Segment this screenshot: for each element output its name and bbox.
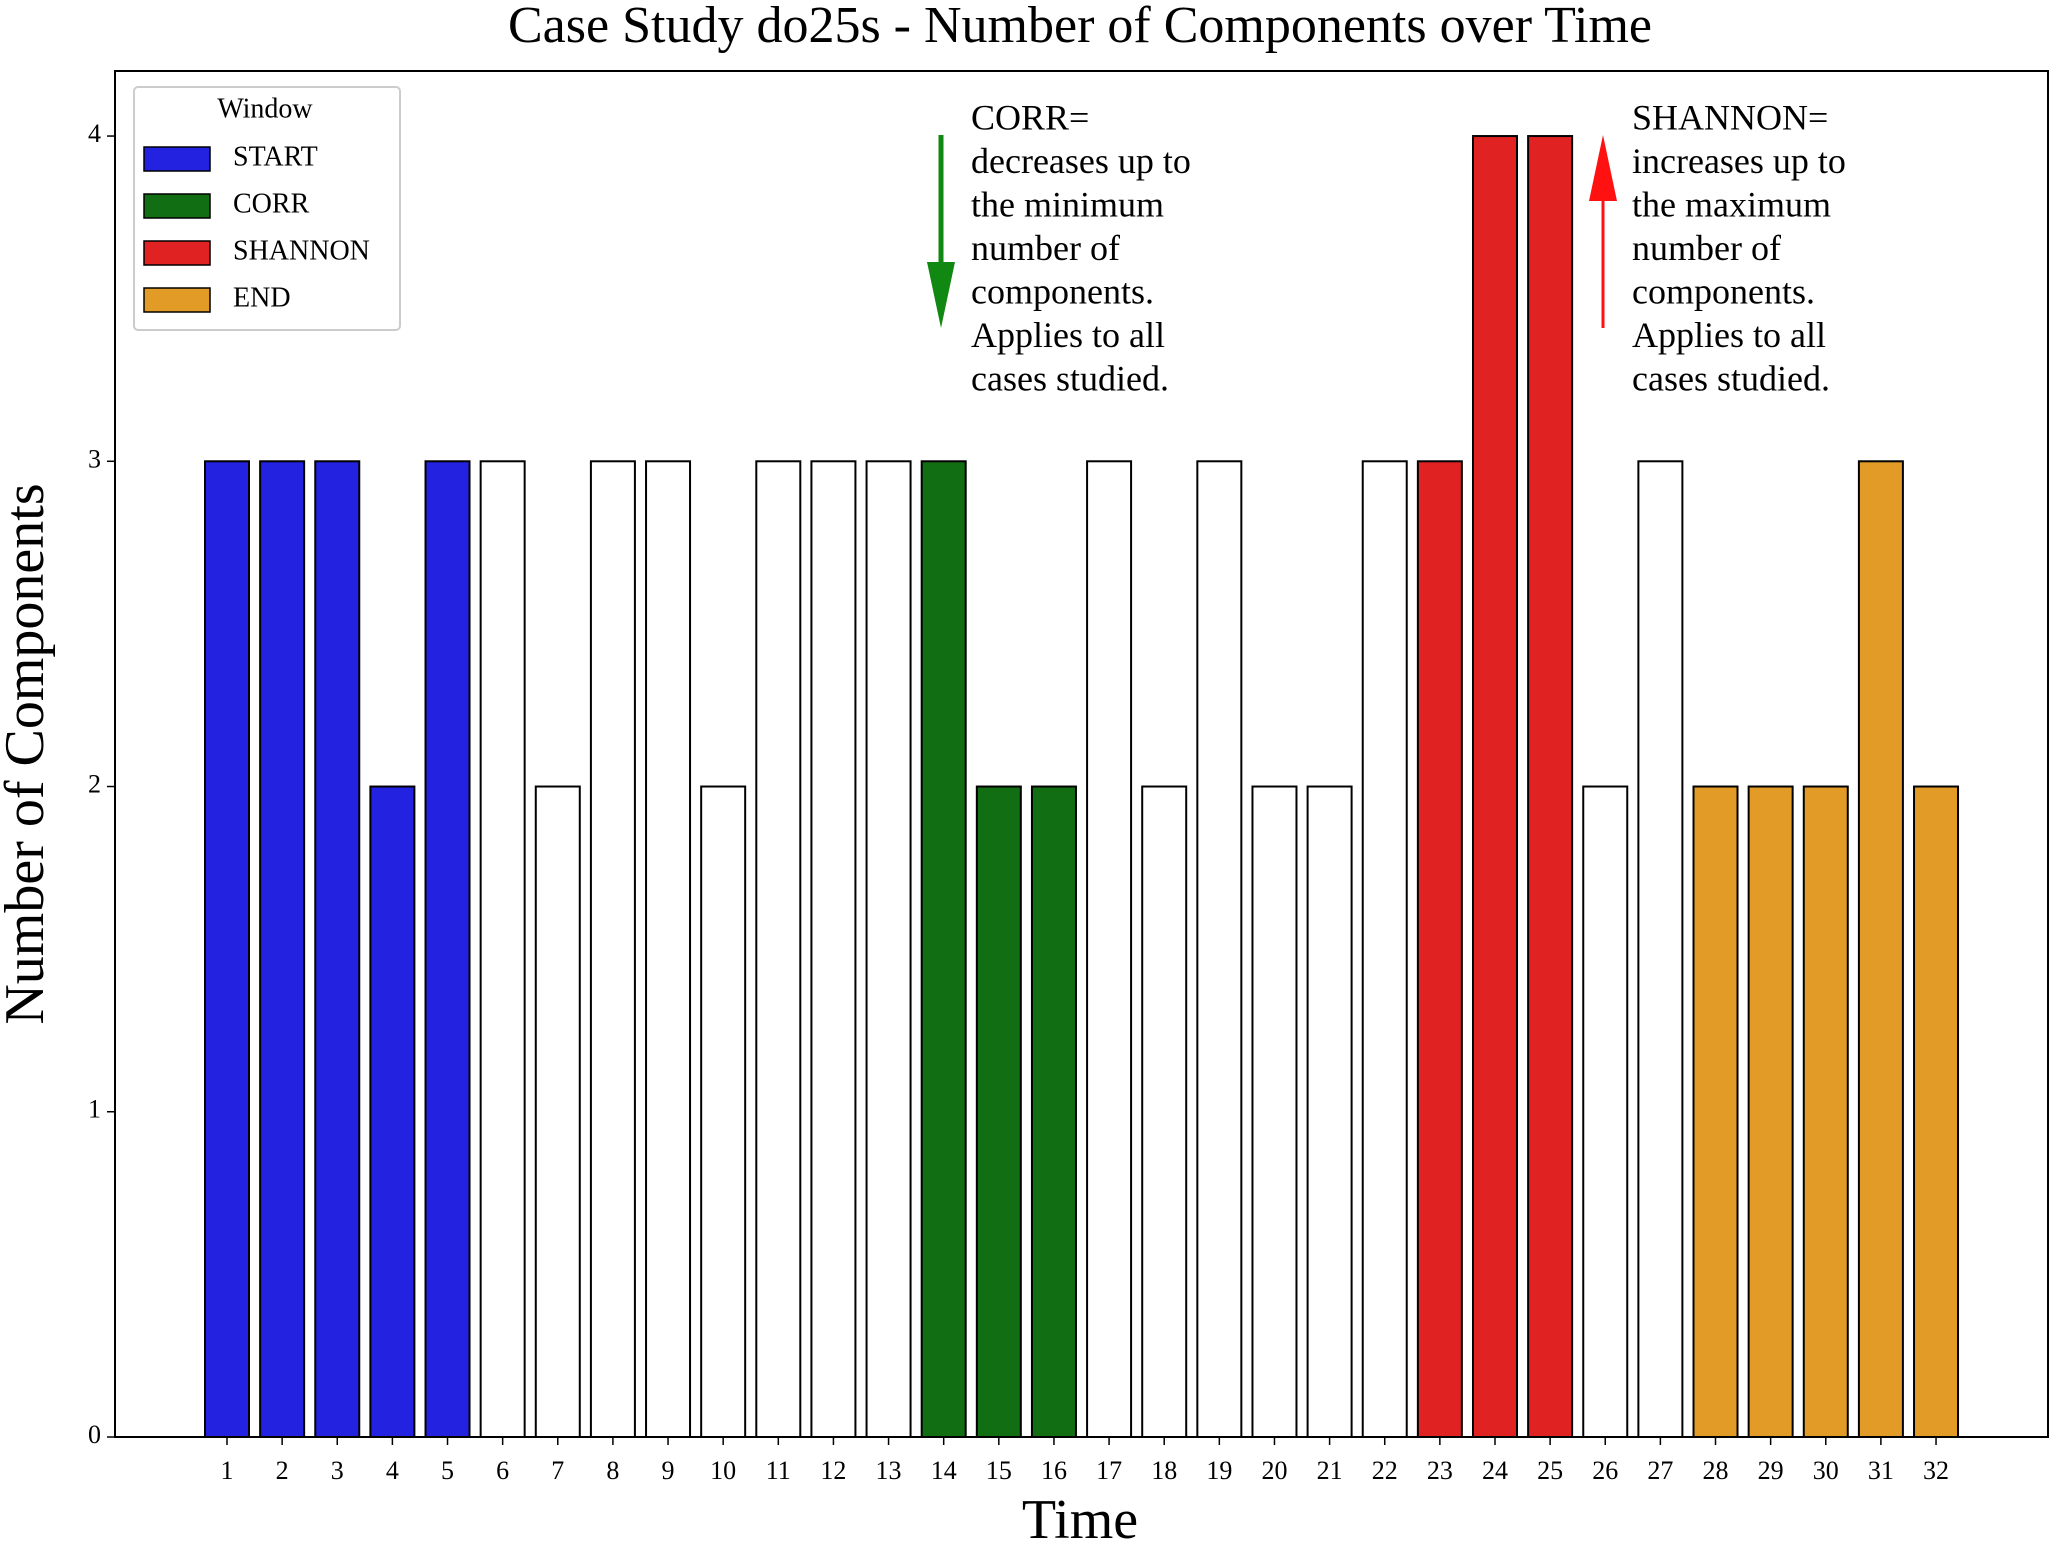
bar	[1692, 785, 1739, 1438]
x-tick-label: 13	[876, 1456, 902, 1485]
x-tick-label: 21	[1317, 1456, 1343, 1485]
legend-swatch	[143, 287, 211, 313]
x-tick-label: 2	[276, 1456, 289, 1485]
annotation-text: number of	[1632, 228, 1781, 268]
x-tick-label: 19	[1206, 1456, 1232, 1485]
legend-swatch	[143, 240, 211, 266]
chart-title: Case Study do25s - Number of Components …	[508, 0, 1652, 54]
annotation-text: the minimum	[971, 184, 1164, 224]
annotation-text: CORR=	[971, 97, 1089, 137]
bar	[1030, 785, 1077, 1438]
bar	[1416, 460, 1463, 1438]
bar	[479, 460, 526, 1438]
bar	[424, 460, 471, 1438]
bar	[1306, 785, 1353, 1438]
bar	[1471, 135, 1518, 1439]
bar	[1251, 785, 1298, 1438]
bar	[204, 460, 250, 1438]
x-tick-label: 5	[441, 1456, 454, 1485]
bar	[1196, 460, 1243, 1438]
x-tick-label: 14	[931, 1456, 957, 1485]
x-tick-label: 10	[710, 1456, 736, 1485]
x-tick-label: 25	[1537, 1456, 1563, 1485]
x-tick-label: 32	[1923, 1456, 1949, 1485]
bar	[534, 785, 581, 1438]
legend-swatch	[143, 193, 211, 219]
annotation-text: cases studied.	[971, 358, 1169, 398]
x-tick-label: 6	[496, 1456, 509, 1485]
y-tick-label: 3	[88, 444, 101, 473]
y-tick-label: 1	[88, 1095, 101, 1124]
x-tick-label: 8	[606, 1456, 619, 1485]
bar	[1802, 785, 1849, 1438]
annotation-text: Applies to all	[971, 315, 1165, 355]
legend-label: START	[233, 141, 318, 172]
bar	[1086, 460, 1133, 1438]
x-tick-label: 22	[1372, 1456, 1398, 1485]
legend-label: SHANNON	[233, 235, 370, 266]
legend-swatch	[143, 146, 211, 172]
x-tick-label: 9	[662, 1456, 675, 1485]
bar	[755, 460, 802, 1438]
x-axis-label: Time	[1022, 1489, 1138, 1551]
x-tick-label: 15	[986, 1456, 1012, 1485]
bar	[1527, 135, 1574, 1439]
annotation-text: increases up to	[1632, 141, 1846, 181]
bar	[1361, 460, 1408, 1438]
bar	[975, 785, 1022, 1438]
x-tick-label: 28	[1703, 1456, 1729, 1485]
x-tick-label: 31	[1868, 1456, 1894, 1485]
x-tick-label: 16	[1041, 1456, 1067, 1485]
x-tick-label: 1	[221, 1456, 234, 1485]
plot-frame	[114, 70, 2049, 1438]
annotation-text: components.	[1632, 271, 1815, 311]
bar	[1637, 460, 1684, 1438]
x-tick-label: 30	[1813, 1456, 1839, 1485]
corr-arrow	[927, 135, 955, 328]
annotation-text: number of	[971, 228, 1120, 268]
annotation-text: cases studied.	[1632, 358, 1830, 398]
y-axis-label: Number of Components	[0, 483, 56, 1024]
legend-label: END	[233, 282, 291, 313]
legend-label: CORR	[233, 188, 310, 219]
bar	[589, 460, 636, 1438]
x-tick-label: 7	[551, 1456, 564, 1485]
annotation-text: components.	[971, 271, 1154, 311]
x-tick-label: 17	[1096, 1456, 1122, 1485]
bar	[810, 460, 857, 1438]
y-tick-label: 2	[88, 769, 101, 798]
annotation-text: SHANNON=	[1632, 97, 1828, 137]
legend-title: Window	[217, 93, 313, 124]
shannon-arrow	[1589, 135, 1617, 328]
bar	[1913, 785, 1960, 1438]
bar	[1141, 785, 1188, 1438]
annotation-text: Applies to all	[1632, 315, 1826, 355]
bar	[645, 460, 692, 1438]
y-tick-label: 0	[88, 1420, 101, 1449]
x-tick-label: 29	[1758, 1456, 1784, 1485]
y-tick-label: 4	[88, 119, 101, 148]
x-tick-label: 20	[1261, 1456, 1287, 1485]
x-tick-label: 27	[1647, 1456, 1673, 1485]
bar	[865, 460, 912, 1438]
bar	[259, 460, 306, 1438]
bar	[314, 460, 361, 1438]
x-tick-label: 26	[1592, 1456, 1618, 1485]
annotation-text: the maximum	[1632, 184, 1831, 224]
x-tick-label: 4	[386, 1456, 399, 1485]
x-tick-label: 11	[766, 1456, 791, 1485]
x-tick-label: 23	[1427, 1456, 1453, 1485]
bar	[700, 785, 747, 1438]
bar	[1857, 460, 1904, 1438]
bar	[1747, 785, 1794, 1438]
annotation-text: decreases up to	[971, 141, 1191, 181]
x-tick-label: 12	[820, 1456, 846, 1485]
x-tick-label: 3	[331, 1456, 344, 1485]
bar	[369, 785, 416, 1438]
x-tick-label: 18	[1151, 1456, 1177, 1485]
bar	[1582, 785, 1629, 1438]
x-tick-label: 24	[1482, 1456, 1508, 1485]
bar	[920, 460, 967, 1438]
